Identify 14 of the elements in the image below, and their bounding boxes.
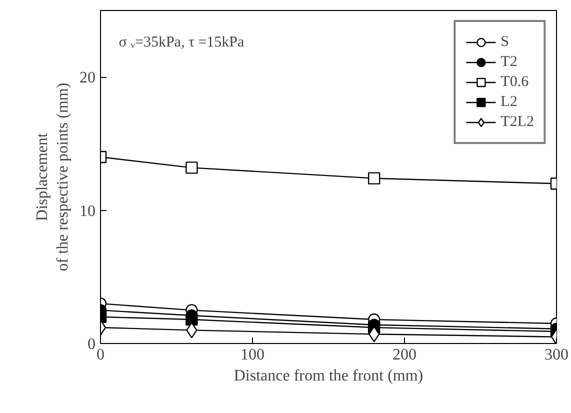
x-tick-label: 300 bbox=[544, 346, 568, 364]
legend-label: S bbox=[500, 34, 510, 50]
legend-label: L2 bbox=[500, 94, 518, 110]
y-axis-title: Displacement of the respective points (mm) bbox=[34, 82, 72, 272]
legend-label: T2 bbox=[500, 54, 518, 70]
y-tick-label: 0 bbox=[88, 336, 96, 353]
x-tick-label: 100 bbox=[240, 346, 264, 364]
legend-label: T0.6 bbox=[500, 74, 529, 90]
y-tick-label: 20 bbox=[80, 70, 96, 87]
legend-label: T2L2 bbox=[500, 114, 534, 130]
annotation: σ ᵥ=35kPa, τ =15kPa bbox=[118, 34, 245, 50]
y-tick-label: 10 bbox=[80, 202, 96, 220]
x-tick-label: 200 bbox=[392, 346, 416, 364]
x-axis-title: Distance from the front (mm) bbox=[234, 368, 424, 384]
